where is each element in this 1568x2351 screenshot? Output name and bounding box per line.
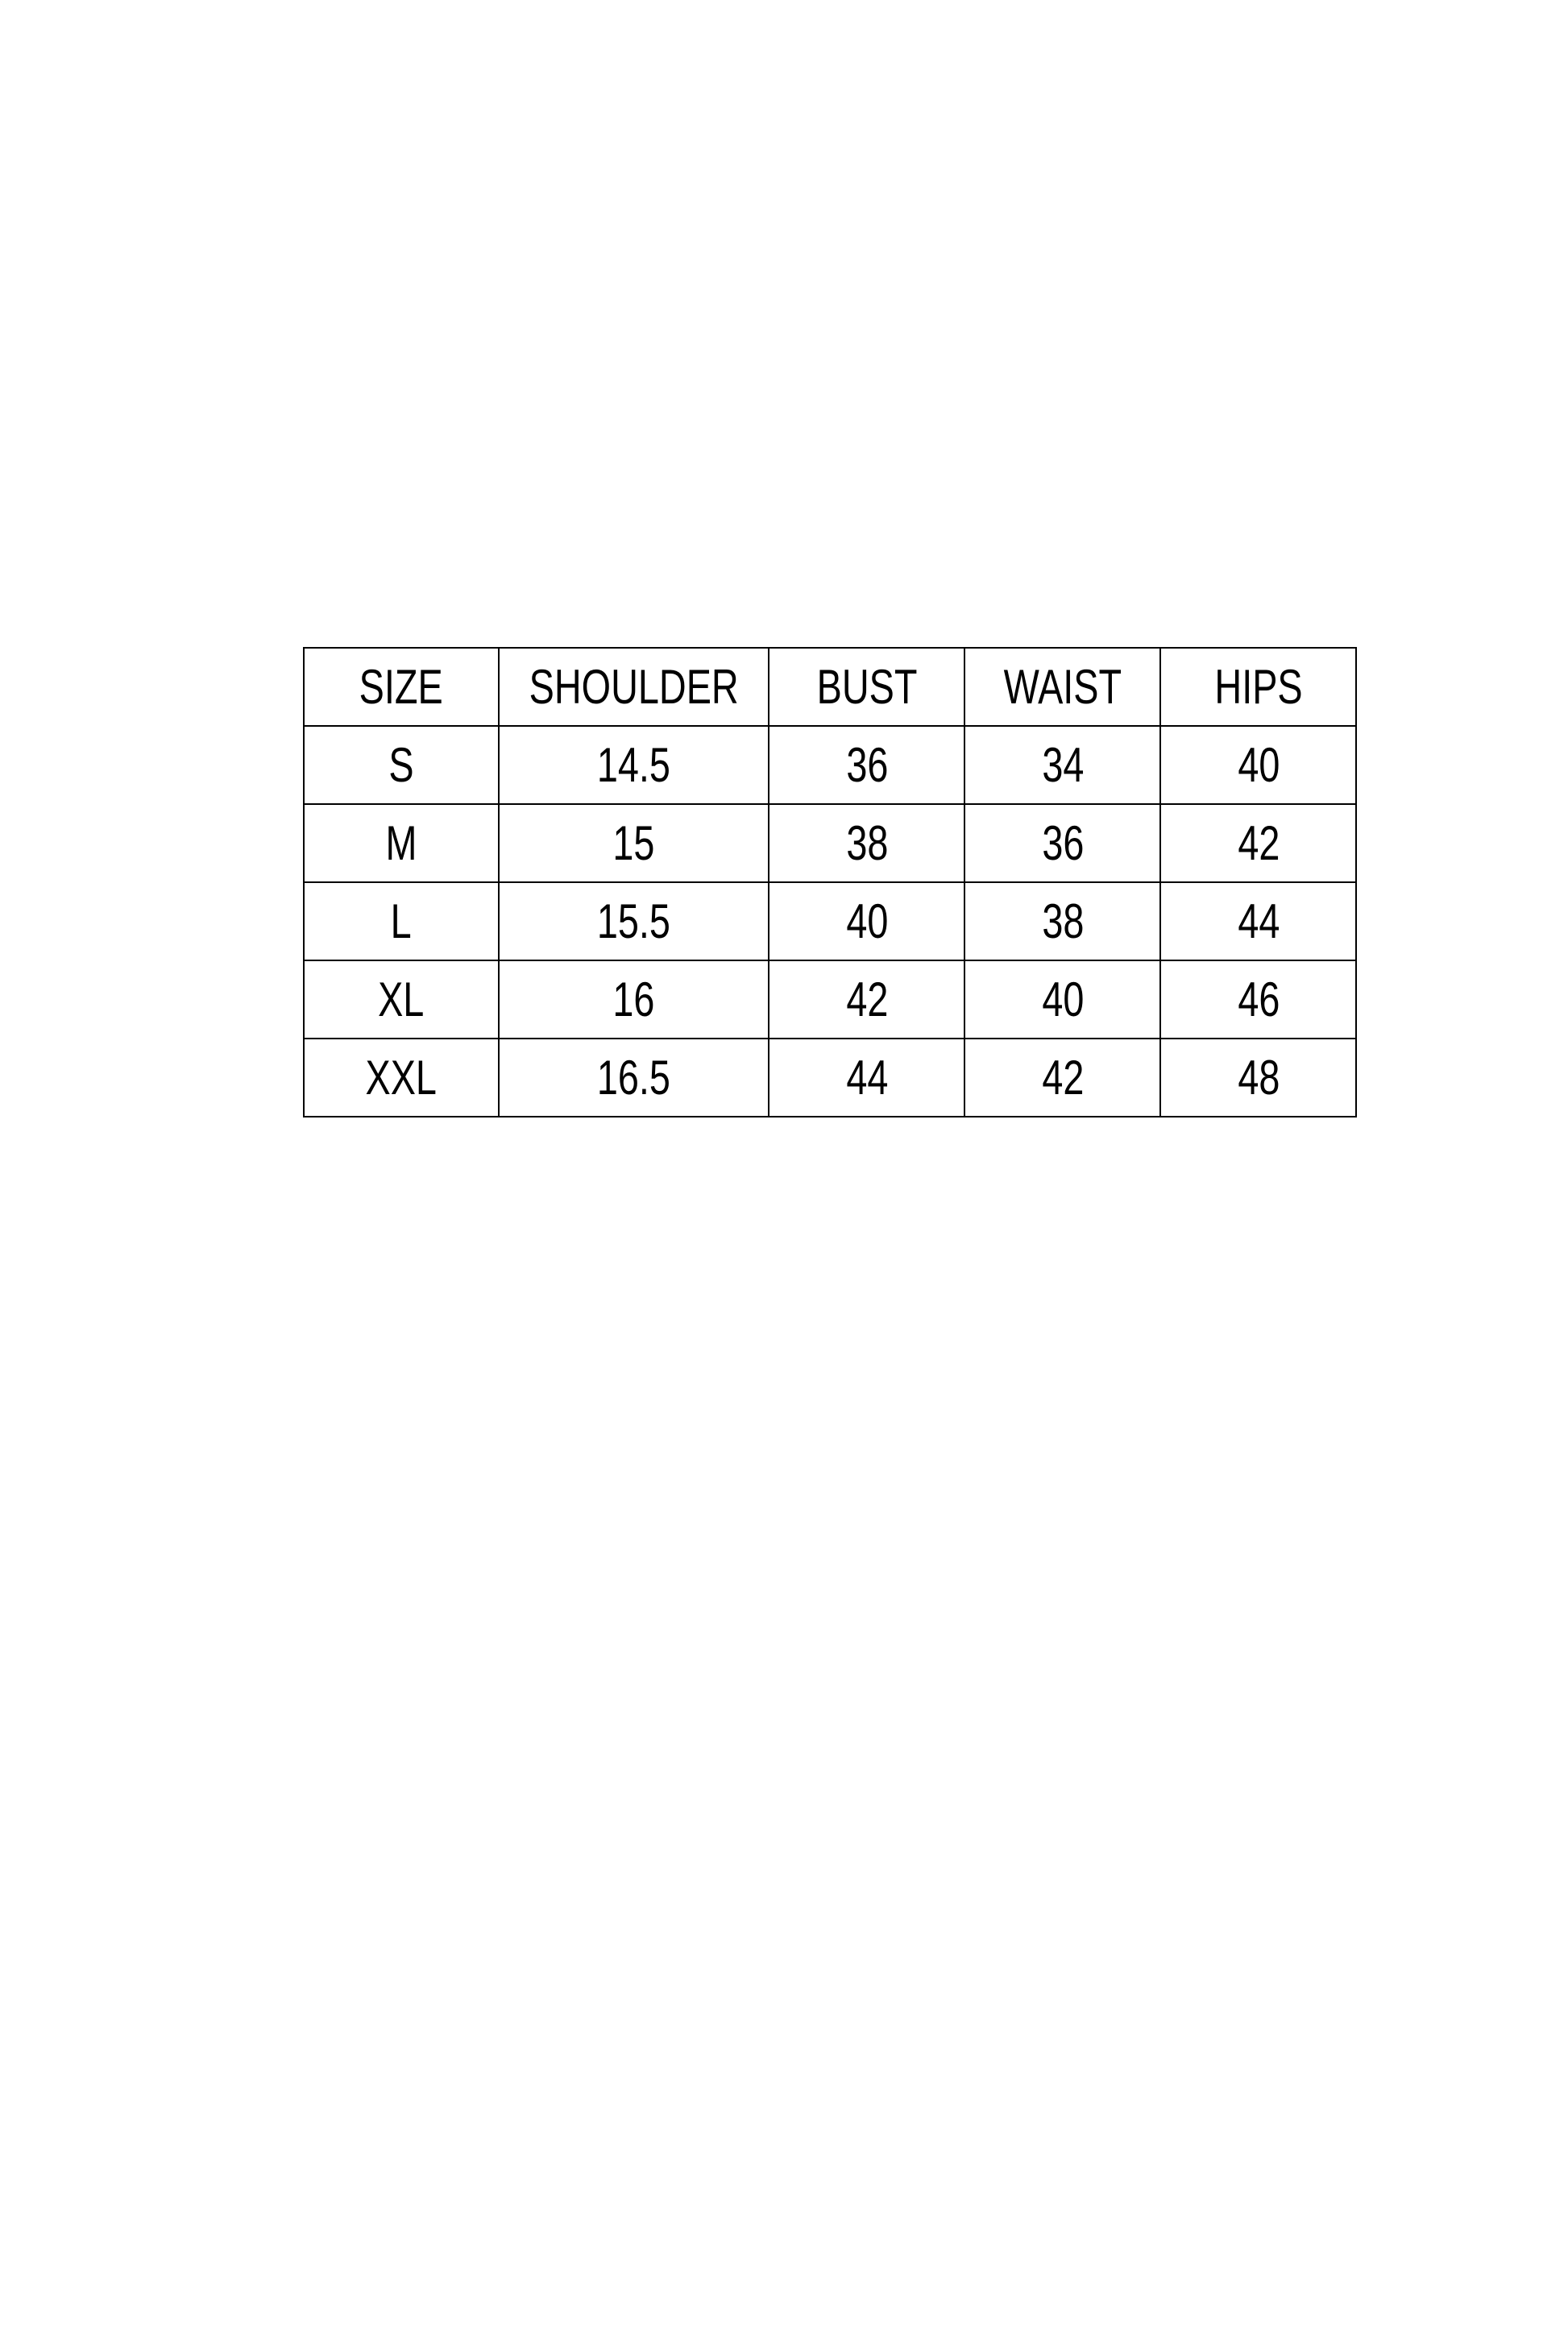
cell-value: 42 xyxy=(1237,816,1280,870)
table-cell: 14.5 xyxy=(497,725,770,805)
table-cell: 40 xyxy=(1159,725,1358,805)
table-cell: 42 xyxy=(964,1038,1162,1117)
table-cell: 38 xyxy=(768,803,966,883)
table-cell: 16 xyxy=(497,960,770,1039)
cell-value: XXL xyxy=(365,1051,438,1105)
table-row: XXL 16.5 44 42 48 xyxy=(303,1038,1358,1117)
cell-value: 16.5 xyxy=(597,1051,671,1105)
table-cell: XXL xyxy=(303,1038,500,1117)
cell-value: 36 xyxy=(845,738,888,792)
table-cell: M xyxy=(303,803,500,883)
table-cell: 46 xyxy=(1159,960,1358,1039)
table-cell: 40 xyxy=(964,960,1162,1039)
cell-value: 14.5 xyxy=(597,738,671,792)
cell-value: 40 xyxy=(845,894,888,948)
cell-value: 40 xyxy=(1237,738,1280,792)
table-row: L 15.5 40 38 44 xyxy=(303,881,1358,961)
column-header-bust: BUST xyxy=(768,647,966,727)
column-header-hips: HIPS xyxy=(1159,647,1358,727)
cell-value: 42 xyxy=(845,972,888,1026)
column-header-label: HIPS xyxy=(1214,660,1303,714)
header-row: SIZE SHOULDER BUST WAIST HIPS xyxy=(303,647,1358,727)
cell-value: 15.5 xyxy=(597,894,671,948)
table-cell: 42 xyxy=(768,960,966,1039)
cell-value: 15 xyxy=(612,816,655,870)
cell-value: S xyxy=(388,738,414,792)
table-cell: XL xyxy=(303,960,500,1039)
cell-value: 44 xyxy=(1237,894,1280,948)
table-cell: L xyxy=(303,881,500,961)
table-cell: 42 xyxy=(1159,803,1358,883)
column-header-label: BUST xyxy=(816,660,918,714)
cell-value: 40 xyxy=(1041,972,1084,1026)
cell-value: 34 xyxy=(1041,738,1084,792)
cell-value: 38 xyxy=(1041,894,1084,948)
table-cell: 36 xyxy=(964,803,1162,883)
table-cell: 34 xyxy=(964,725,1162,805)
cell-value: 46 xyxy=(1237,972,1280,1026)
table-cell: 44 xyxy=(1159,881,1358,961)
table-row: XL 16 42 40 46 xyxy=(303,960,1358,1039)
table-cell: 44 xyxy=(768,1038,966,1117)
table-cell: 15.5 xyxy=(497,881,770,961)
size-chart-table: SIZE SHOULDER BUST WAIST HIPS S 14.5 36 34 40 M 15… xyxy=(303,647,1358,1117)
table-row: S 14.5 36 34 40 xyxy=(303,725,1358,805)
cell-value: 38 xyxy=(845,816,888,870)
column-header-size: SIZE xyxy=(303,647,500,727)
table-cell: 38 xyxy=(964,881,1162,961)
cell-value: XL xyxy=(378,972,425,1026)
table-row: M 15 38 36 42 xyxy=(303,803,1358,883)
cell-value: L xyxy=(390,894,413,948)
table-cell: 40 xyxy=(768,881,966,961)
column-header-label: SIZE xyxy=(359,660,444,714)
cell-value: 42 xyxy=(1041,1051,1084,1105)
table-cell: 16.5 xyxy=(497,1038,770,1117)
cell-value: 16 xyxy=(612,972,655,1026)
table-cell: 36 xyxy=(768,725,966,805)
column-header-label: SHOULDER xyxy=(529,660,739,714)
table-cell: 15 xyxy=(497,803,770,883)
cell-value: M xyxy=(385,816,417,870)
cell-value: 48 xyxy=(1237,1051,1280,1105)
column-header-label: WAIST xyxy=(1003,660,1122,714)
table-cell: 48 xyxy=(1159,1038,1358,1117)
column-header-waist: WAIST xyxy=(964,647,1162,727)
table-cell: S xyxy=(303,725,500,805)
cell-value: 44 xyxy=(845,1051,888,1105)
cell-value: 36 xyxy=(1041,816,1084,870)
column-header-shoulder: SHOULDER xyxy=(497,647,770,727)
